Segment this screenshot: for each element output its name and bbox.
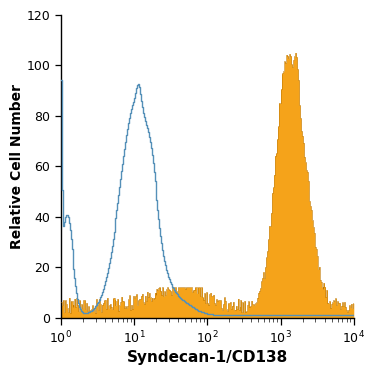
Y-axis label: Relative Cell Number: Relative Cell Number xyxy=(10,84,24,249)
X-axis label: Syndecan-1/CD138: Syndecan-1/CD138 xyxy=(127,350,288,365)
